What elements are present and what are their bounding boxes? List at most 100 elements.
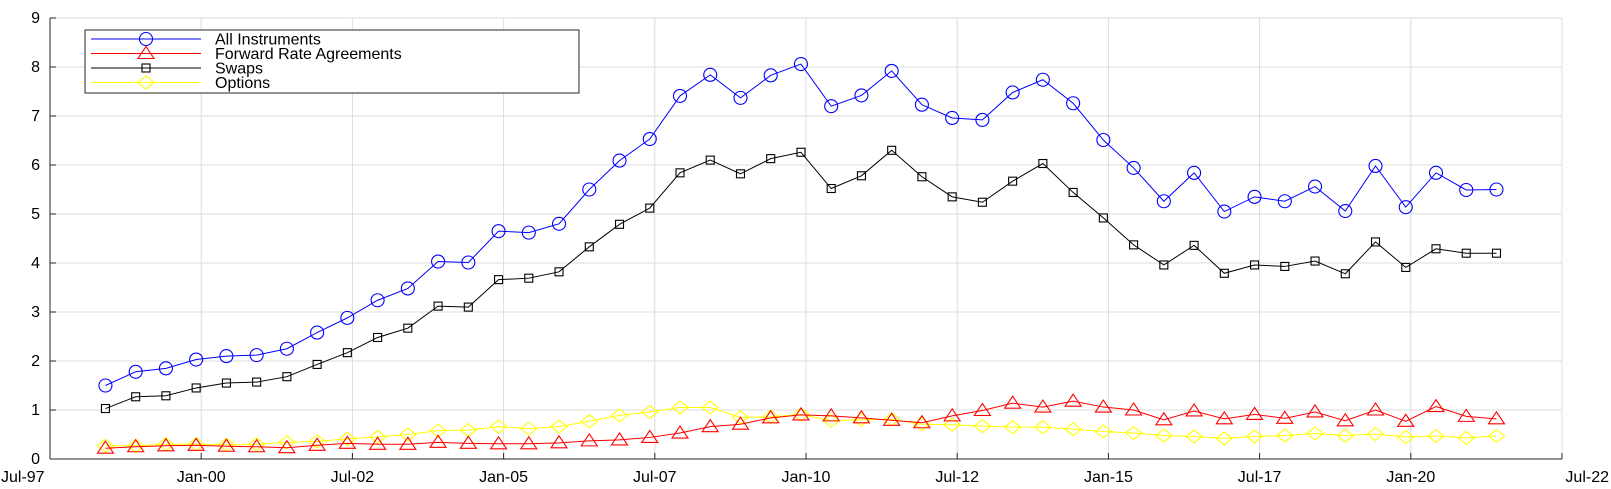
x-tick-label: Jul-12 bbox=[935, 469, 979, 486]
data-point-swaps bbox=[766, 154, 776, 164]
data-point-options bbox=[1245, 429, 1264, 444]
x-tick-label: Jul-02 bbox=[331, 469, 375, 486]
data-point-forward-rate-agreements bbox=[882, 412, 901, 426]
data-point-options bbox=[1154, 428, 1173, 443]
x-tick-label: Jul-17 bbox=[1238, 469, 1282, 486]
data-point-swaps bbox=[1038, 158, 1048, 169]
data-point-options bbox=[398, 427, 417, 442]
data-point-options bbox=[1366, 426, 1385, 442]
data-point-swaps bbox=[735, 169, 746, 179]
data-point-all-instruments bbox=[400, 281, 415, 296]
x-tick-label: Jan-20 bbox=[1386, 469, 1435, 486]
data-point-forward-rate-agreements bbox=[701, 418, 720, 433]
data-point-forward-rate-agreements bbox=[1457, 408, 1476, 422]
data-point-swaps bbox=[373, 332, 383, 343]
data-point-swaps bbox=[554, 267, 564, 277]
data-point-forward-rate-agreements bbox=[791, 406, 810, 421]
data-point-all-instruments bbox=[491, 224, 506, 239]
data-point-options bbox=[96, 438, 115, 453]
data-point-all-instruments bbox=[914, 97, 929, 112]
data-point-swaps bbox=[705, 155, 715, 165]
x-tick-label: Jul-22 bbox=[1565, 469, 1609, 486]
data-point-forward-rate-agreements bbox=[489, 435, 508, 450]
data-point-all-instruments bbox=[521, 225, 536, 240]
legend-label: Options bbox=[215, 75, 270, 92]
data-point-all-instruments bbox=[945, 110, 960, 126]
data-point-options bbox=[792, 407, 810, 422]
data-point-all-instruments bbox=[1307, 179, 1323, 194]
data-point-forward-rate-agreements bbox=[1185, 402, 1204, 417]
data-point-all-instruments bbox=[672, 88, 688, 103]
data-point-forward-rate-agreements bbox=[126, 438, 145, 453]
data-point-forward-rate-agreements bbox=[1275, 410, 1294, 424]
data-point-all-instruments bbox=[1126, 160, 1141, 175]
data-point-swaps bbox=[403, 323, 413, 333]
data-point-all-instruments bbox=[1277, 194, 1292, 209]
data-point-forward-rate-agreements bbox=[96, 440, 115, 454]
data-point-all-instruments bbox=[884, 63, 899, 78]
legend-label: Forward Rate Agreements bbox=[215, 46, 402, 63]
data-point-all-instruments bbox=[219, 349, 234, 364]
data-point-options bbox=[580, 414, 599, 429]
data-point-forward-rate-agreements bbox=[1487, 410, 1506, 425]
data-point-options bbox=[368, 429, 387, 445]
data-point-swaps bbox=[1461, 248, 1471, 258]
series-all-instruments bbox=[98, 57, 1504, 393]
data-point-all-instruments bbox=[793, 57, 809, 72]
data-point-forward-rate-agreements bbox=[156, 437, 175, 452]
data-point-all-instruments bbox=[612, 153, 627, 168]
data-point-swaps bbox=[1491, 248, 1502, 258]
data-point-all-instruments bbox=[582, 182, 597, 197]
data-point-all-instruments bbox=[1156, 194, 1171, 209]
data-point-swaps bbox=[252, 377, 262, 387]
data-point-swaps bbox=[161, 391, 171, 401]
data-point-forward-rate-agreements bbox=[187, 437, 206, 451]
data-point-forward-rate-agreements bbox=[1064, 393, 1083, 407]
data-point-swaps bbox=[584, 242, 594, 252]
data-point-all-instruments bbox=[431, 254, 446, 269]
data-point-options bbox=[278, 435, 296, 450]
data-point-all-instruments bbox=[1489, 182, 1504, 197]
data-point-swaps bbox=[1068, 187, 1078, 197]
data-point-swaps bbox=[221, 378, 231, 388]
data-point-forward-rate-agreements bbox=[368, 436, 387, 450]
y-tick-label: 3 bbox=[31, 304, 40, 321]
data-point-options bbox=[943, 417, 962, 432]
data-point-all-instruments bbox=[1035, 72, 1050, 87]
data-point-options bbox=[1336, 428, 1355, 443]
data-point-all-instruments bbox=[1187, 165, 1202, 180]
data-point-swaps bbox=[312, 359, 322, 369]
data-point-forward-rate-agreements bbox=[1003, 395, 1022, 409]
data-point-forward-rate-agreements bbox=[1306, 403, 1325, 418]
data-point-options bbox=[489, 419, 508, 434]
data-point-swaps bbox=[1098, 213, 1108, 223]
series-swaps bbox=[100, 145, 1502, 414]
data-point-options bbox=[973, 418, 992, 434]
data-point-swaps bbox=[675, 168, 685, 178]
data-point-all-instruments bbox=[1247, 189, 1262, 204]
data-point-all-instruments bbox=[370, 293, 385, 308]
data-point-all-instruments bbox=[158, 361, 173, 376]
legend-item-swaps: Swaps bbox=[91, 61, 263, 78]
data-point-options bbox=[1396, 429, 1415, 445]
data-point-options bbox=[1003, 419, 1022, 435]
legend-item-forward-rate-agreements: Forward Rate Agreements bbox=[91, 45, 402, 63]
data-point-options bbox=[671, 400, 689, 415]
y-tick-label: 9 bbox=[31, 10, 40, 27]
data-point-swaps bbox=[1250, 260, 1260, 270]
data-point-forward-rate-agreements bbox=[640, 429, 659, 443]
data-point-options bbox=[1306, 426, 1324, 441]
y-tick-label: 2 bbox=[31, 353, 40, 370]
data-point-all-instruments bbox=[1368, 158, 1383, 174]
data-point-options bbox=[701, 400, 720, 415]
data-point-options bbox=[1064, 421, 1082, 437]
data-point-forward-rate-agreements bbox=[277, 439, 296, 454]
legend-label: All Instruments bbox=[215, 32, 321, 49]
data-point-all-instruments bbox=[1459, 182, 1474, 198]
data-point-options bbox=[1034, 419, 1052, 435]
data-point-all-instruments bbox=[1005, 85, 1020, 100]
x-tick-label: Jul-07 bbox=[633, 469, 677, 486]
data-point-swaps bbox=[1340, 269, 1350, 279]
data-point-forward-rate-agreements bbox=[822, 407, 841, 422]
